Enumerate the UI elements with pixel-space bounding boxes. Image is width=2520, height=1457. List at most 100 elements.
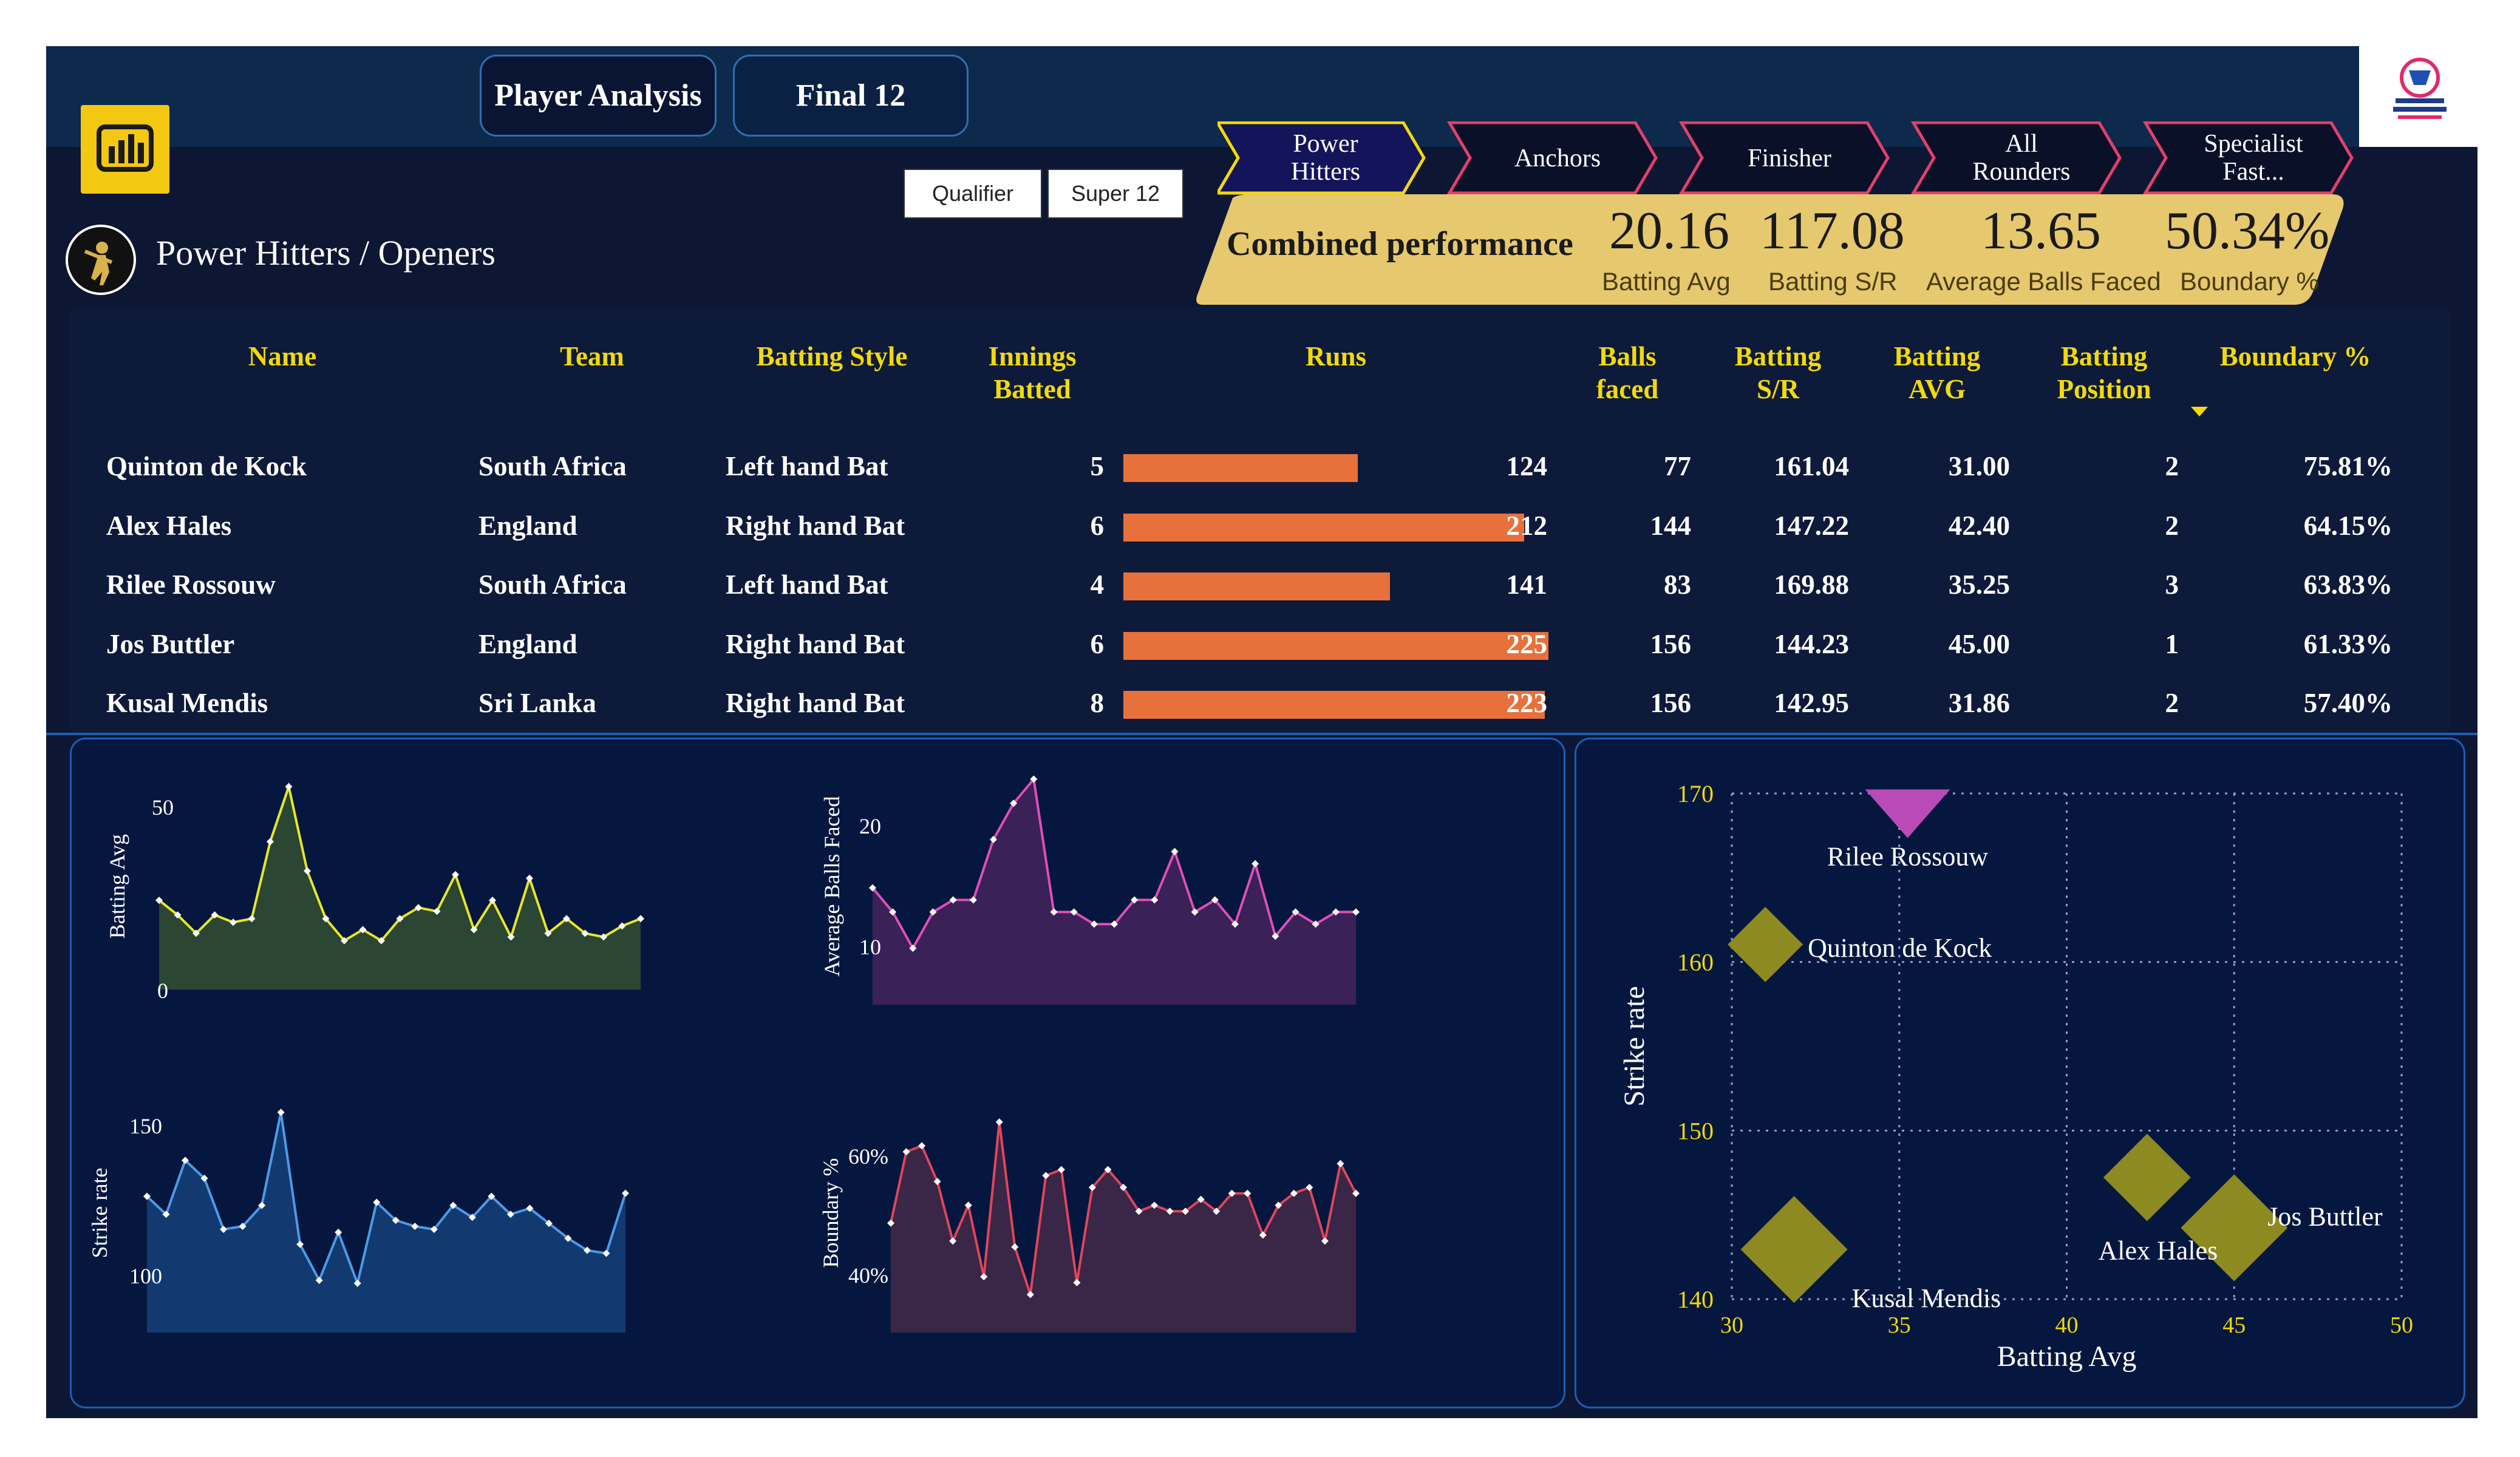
slicer-qualifier[interactable]: Qualifier: [904, 169, 1042, 219]
data-point[interactable]: [315, 1276, 323, 1284]
data-point[interactable]: [637, 915, 644, 923]
data-point[interactable]: [396, 915, 404, 923]
data-point[interactable]: [969, 896, 977, 904]
scatter-point[interactable]: Quinton de Kock: [1728, 906, 1992, 982]
slicer-super-12[interactable]: Super 12: [1047, 169, 1183, 219]
data-point[interactable]: [449, 1201, 457, 1209]
data-point[interactable]: [1352, 1189, 1360, 1197]
data-point[interactable]: [933, 1178, 941, 1186]
data-point[interactable]: [192, 929, 200, 937]
data-point[interactable]: [488, 1192, 495, 1200]
data-point[interactable]: [1111, 920, 1118, 928]
data-point[interactable]: [1332, 908, 1340, 916]
data-point[interactable]: [506, 1211, 514, 1218]
data-point[interactable]: [1151, 896, 1159, 904]
col-header-balls-faced[interactable]: Balls faced: [1567, 340, 1688, 406]
data-point[interactable]: [1213, 1207, 1221, 1215]
data-point[interactable]: [200, 1174, 208, 1182]
data-point[interactable]: [545, 1220, 553, 1228]
data-point[interactable]: [869, 884, 876, 892]
diamond-marker[interactable]: [2181, 1174, 2288, 1282]
data-point[interactable]: [430, 1225, 438, 1233]
col-header-innings[interactable]: Innings Batted: [959, 340, 1105, 406]
col-header-team[interactable]: Team: [560, 341, 624, 372]
data-point[interactable]: [1171, 847, 1179, 855]
data-point[interactable]: [564, 1234, 572, 1242]
data-point[interactable]: [1073, 1279, 1081, 1286]
data-point[interactable]: [1191, 908, 1199, 916]
data-point[interactable]: [526, 874, 533, 882]
data-point[interactable]: [468, 1214, 476, 1221]
data-point[interactable]: [433, 908, 441, 915]
data-point[interactable]: [1050, 908, 1058, 916]
data-point[interactable]: [373, 1198, 381, 1206]
data-point[interactable]: [341, 937, 348, 945]
data-point[interactable]: [1057, 1166, 1065, 1173]
data-point[interactable]: [220, 1225, 228, 1233]
data-point[interactable]: [918, 1142, 926, 1150]
data-point[interactable]: [980, 1273, 988, 1280]
data-point[interactable]: [949, 896, 957, 904]
data-point[interactable]: [964, 1201, 972, 1209]
data-point[interactable]: [1292, 908, 1299, 916]
diamond-marker[interactable]: [2103, 1133, 2191, 1221]
data-point[interactable]: [1011, 1243, 1019, 1251]
data-point[interactable]: [583, 1246, 591, 1254]
data-point[interactable]: [1010, 800, 1018, 807]
data-point[interactable]: [1182, 1207, 1190, 1215]
col-header-batting-avg[interactable]: Batting AVG: [1876, 340, 1998, 406]
category-chevron-2[interactable]: Finisher: [1678, 121, 1890, 195]
data-point[interactable]: [285, 783, 293, 790]
tab-final-12[interactable]: Final 12: [733, 55, 969, 137]
data-point[interactable]: [162, 1211, 170, 1218]
data-point[interactable]: [258, 1201, 266, 1209]
data-point[interactable]: [507, 933, 515, 941]
data-point[interactable]: [995, 1118, 1003, 1126]
data-point[interactable]: [1120, 1184, 1127, 1191]
col-header-batting-style[interactable]: Batting Style: [756, 341, 908, 372]
data-point[interactable]: [1259, 1231, 1267, 1239]
data-point[interactable]: [248, 915, 256, 923]
data-point[interactable]: [526, 1204, 534, 1212]
data-point[interactable]: [230, 919, 237, 926]
scatter-point[interactable]: Kusal Mendis: [1740, 1196, 2001, 1313]
category-chevron-1[interactable]: Anchors: [1446, 121, 1658, 195]
data-point[interactable]: [411, 1223, 419, 1231]
data-point[interactable]: [544, 929, 552, 937]
diamond-marker[interactable]: [1728, 906, 1803, 982]
data-point[interactable]: [155, 897, 163, 904]
category-chevron-4[interactable]: SpecialistFast...: [2142, 121, 2354, 195]
data-point[interactable]: [1337, 1160, 1344, 1167]
data-point[interactable]: [1352, 908, 1360, 916]
data-point[interactable]: [322, 915, 330, 923]
data-point[interactable]: [1135, 1207, 1143, 1215]
scatter-point[interactable]: Rilee Rossouw: [1827, 789, 1988, 871]
data-point[interactable]: [1275, 1201, 1282, 1209]
data-point[interactable]: [1306, 1184, 1313, 1191]
data-point[interactable]: [1104, 1166, 1112, 1173]
data-point[interactable]: [1228, 1189, 1236, 1197]
data-point[interactable]: [602, 1249, 610, 1257]
data-point[interactable]: [909, 945, 917, 952]
data-point[interactable]: [304, 867, 311, 875]
diamond-marker[interactable]: [1740, 1196, 1848, 1303]
triangle-marker[interactable]: [1865, 789, 1950, 838]
col-header-name[interactable]: Name: [248, 341, 317, 372]
data-point[interactable]: [1030, 775, 1038, 783]
data-point[interactable]: [353, 1279, 361, 1287]
data-point[interactable]: [1042, 1172, 1050, 1180]
data-point[interactable]: [1070, 908, 1078, 916]
data-point[interactable]: [1251, 860, 1259, 868]
data-point[interactable]: [239, 1223, 247, 1231]
data-point[interactable]: [1151, 1201, 1159, 1209]
data-point[interactable]: [296, 1240, 304, 1248]
data-point[interactable]: [618, 922, 626, 930]
data-point[interactable]: [622, 1189, 629, 1197]
data-point[interactable]: [277, 1109, 285, 1116]
data-point[interactable]: [600, 933, 607, 941]
data-point[interactable]: [470, 926, 478, 934]
data-point[interactable]: [415, 904, 422, 912]
data-point[interactable]: [211, 911, 219, 919]
data-point[interactable]: [990, 835, 997, 843]
